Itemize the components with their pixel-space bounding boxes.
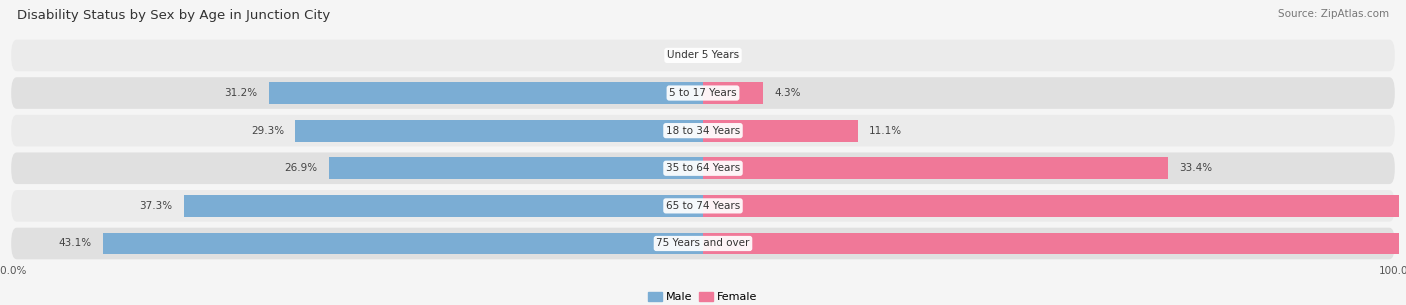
Text: Under 5 Years: Under 5 Years bbox=[666, 50, 740, 60]
Text: 37.3%: 37.3% bbox=[139, 201, 173, 211]
Bar bbox=[703, 82, 763, 104]
Bar bbox=[703, 157, 1168, 179]
Bar bbox=[703, 120, 858, 142]
Text: 11.1%: 11.1% bbox=[869, 126, 901, 136]
FancyBboxPatch shape bbox=[11, 152, 1395, 184]
FancyBboxPatch shape bbox=[11, 40, 1395, 71]
Text: 35 to 64 Years: 35 to 64 Years bbox=[666, 163, 740, 173]
FancyBboxPatch shape bbox=[11, 77, 1395, 109]
Text: 0.0%: 0.0% bbox=[665, 50, 692, 60]
Text: 0.0%: 0.0% bbox=[714, 50, 741, 60]
Bar bbox=[703, 233, 1406, 254]
Text: 31.2%: 31.2% bbox=[225, 88, 257, 98]
Text: 33.4%: 33.4% bbox=[1180, 163, 1212, 173]
Text: 26.9%: 26.9% bbox=[284, 163, 318, 173]
FancyBboxPatch shape bbox=[11, 228, 1395, 259]
Text: 4.3%: 4.3% bbox=[773, 88, 800, 98]
Bar bbox=[103, 233, 703, 254]
FancyBboxPatch shape bbox=[11, 115, 1395, 146]
Text: Source: ZipAtlas.com: Source: ZipAtlas.com bbox=[1278, 9, 1389, 19]
Text: Disability Status by Sex by Age in Junction City: Disability Status by Sex by Age in Junct… bbox=[17, 9, 330, 22]
Bar bbox=[184, 195, 703, 217]
Bar bbox=[295, 120, 703, 142]
FancyBboxPatch shape bbox=[11, 190, 1395, 222]
Text: 18 to 34 Years: 18 to 34 Years bbox=[666, 126, 740, 136]
Bar bbox=[269, 82, 703, 104]
Text: 5 to 17 Years: 5 to 17 Years bbox=[669, 88, 737, 98]
Text: 75 Years and over: 75 Years and over bbox=[657, 239, 749, 249]
Bar bbox=[329, 157, 703, 179]
Text: 29.3%: 29.3% bbox=[250, 126, 284, 136]
Legend: Male, Female: Male, Female bbox=[644, 287, 762, 305]
Text: 43.1%: 43.1% bbox=[59, 239, 91, 249]
Bar bbox=[703, 195, 1406, 217]
Text: 65 to 74 Years: 65 to 74 Years bbox=[666, 201, 740, 211]
